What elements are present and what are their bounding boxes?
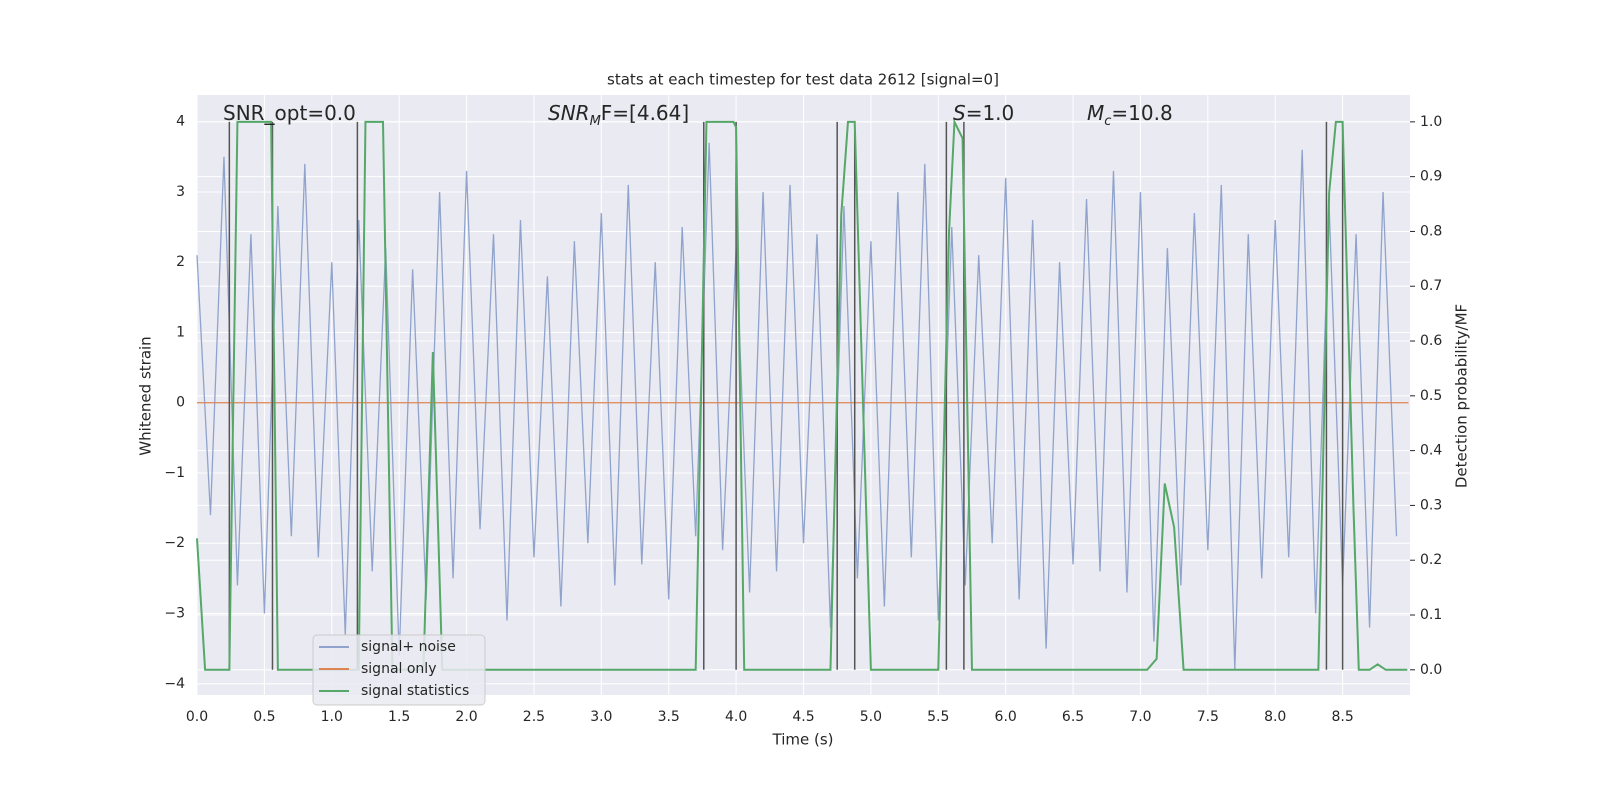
x-tick-label: 8.5 [1331,709,1353,725]
x-tick-label: 1.5 [388,709,410,725]
series-line [196,142,1398,670]
chart-title: stats at each timestep for test data 261… [607,71,999,89]
legend-label: signal+ noise [361,639,456,655]
legend-label: signal only [361,661,436,677]
y-tick-label: 4 [176,114,185,130]
x-tick-label: 3.0 [590,709,612,725]
annotation-part: S [953,101,966,125]
legend-box [312,634,486,706]
x-axis-label: Time (s) [772,731,834,749]
y-tick-label: −2 [164,535,185,551]
y2-tick-label: 0.7 [1420,278,1442,294]
annotation: SNRMF=[4.64] [548,101,689,130]
y-tick-label: −1 [164,465,185,481]
y-tick-label: −4 [164,676,185,692]
y2-tick-label: 0.3 [1420,497,1442,513]
y2-tick-label: 0.5 [1420,388,1442,404]
y-tick-label: 3 [176,184,185,200]
x-tick-label: 7.0 [1129,709,1151,725]
y2-tick-label: 0.4 [1420,443,1442,459]
x-tick-label: 7.5 [1197,709,1219,725]
y2-tick-label: 0.9 [1420,169,1442,185]
annotation-part: SNR_opt=0.0 [223,101,356,125]
annotation: Mc=10.8 [1087,101,1173,130]
annotation-part: SNR [548,101,590,125]
y-axis-label: Whitened strain [137,336,155,455]
y-tick-label: −3 [164,606,185,622]
annotation: SNR_opt=0.0 [223,101,356,125]
annotation: S=1.0 [953,101,1014,125]
y2-tick-label: 0.6 [1420,333,1442,349]
annotation-part: =1.0 [966,101,1015,125]
x-tick-label: 4.0 [725,709,747,725]
legend-label: signal statistics [361,683,469,699]
x-tick-label: 0.5 [253,709,275,725]
y-tick-label: 0 [176,395,185,411]
y2-tick-label: 0.0 [1420,662,1442,678]
annotation-part: =10.8 [1111,101,1172,125]
y-tick-label: 2 [176,254,185,270]
y2-axis-label: Detection probability/MF [1453,304,1471,488]
annotation-part: c [1104,114,1111,129]
y2-tick-label: 0.8 [1420,223,1442,239]
annotation-part: M [1087,101,1104,125]
x-tick-label: 2.0 [455,709,477,725]
x-tick-label: 5.0 [860,709,882,725]
x-tick-label: 2.5 [523,709,545,725]
x-tick-label: 0.0 [186,709,208,725]
x-tick-label: 1.0 [321,709,343,725]
x-tick-label: 5.5 [927,709,949,725]
series-line [196,117,1408,671]
y2-tick-label: 0.1 [1420,607,1442,623]
x-tick-label: 6.5 [1062,709,1084,725]
x-tick-label: 8.0 [1264,709,1286,725]
x-tick-label: 3.5 [658,709,680,725]
annotation-part: F=[4.64] [601,101,689,125]
y-tick-label: 1 [176,324,185,340]
y2-tick-label: 1.0 [1420,114,1442,130]
x-tick-label: 4.5 [792,709,814,725]
y2-tick-label: 0.2 [1420,552,1442,568]
x-tick-label: 6.0 [995,709,1017,725]
annotation-part: M [590,114,601,129]
